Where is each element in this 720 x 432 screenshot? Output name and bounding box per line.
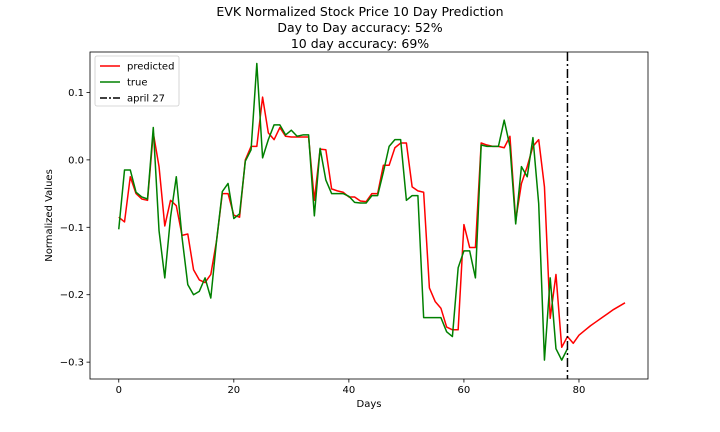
y-axis-label: Normalized Values bbox=[44, 169, 55, 262]
x-axis-label: Days bbox=[357, 399, 382, 410]
series-line-true bbox=[118, 62, 569, 361]
chart-title: EVK Normalized Stock Price 10 Day Predic… bbox=[216, 4, 504, 19]
x-tick-label: 60 bbox=[458, 385, 471, 396]
chart-subtitle-ten-day-accuracy: 10 day accuracy: 69% bbox=[290, 36, 430, 51]
legend-label: april 27 bbox=[127, 94, 165, 105]
legend-label: predicted bbox=[127, 62, 174, 73]
y-tick-label: −0.3 bbox=[60, 358, 84, 369]
y-tick-label: 0.0 bbox=[68, 155, 84, 166]
x-tick-label: 20 bbox=[227, 385, 240, 396]
legend-layer: predicted true april 27 bbox=[94, 55, 180, 107]
series-line-predicted bbox=[118, 96, 626, 349]
x-tick-label: 80 bbox=[573, 385, 586, 396]
axes-layer: 0 20 40 60 80 −0.3 −0.2 −0.1 0.0 0.1 Days Normalize… bbox=[44, 51, 649, 410]
chart-subtitle-day-accuracy: Day to Day accuracy: 52% bbox=[277, 20, 443, 35]
y-tick-label: 0.1 bbox=[68, 88, 84, 99]
legend-label: true bbox=[127, 78, 148, 89]
x-tick-label: 0 bbox=[116, 385, 122, 396]
x-tick-label: 40 bbox=[342, 385, 355, 396]
legend-box bbox=[94, 55, 180, 107]
y-tick-label: −0.2 bbox=[60, 290, 84, 301]
data-layer bbox=[118, 52, 626, 379]
plot-frame bbox=[89, 51, 649, 380]
y-tick-label: −0.1 bbox=[60, 223, 84, 234]
